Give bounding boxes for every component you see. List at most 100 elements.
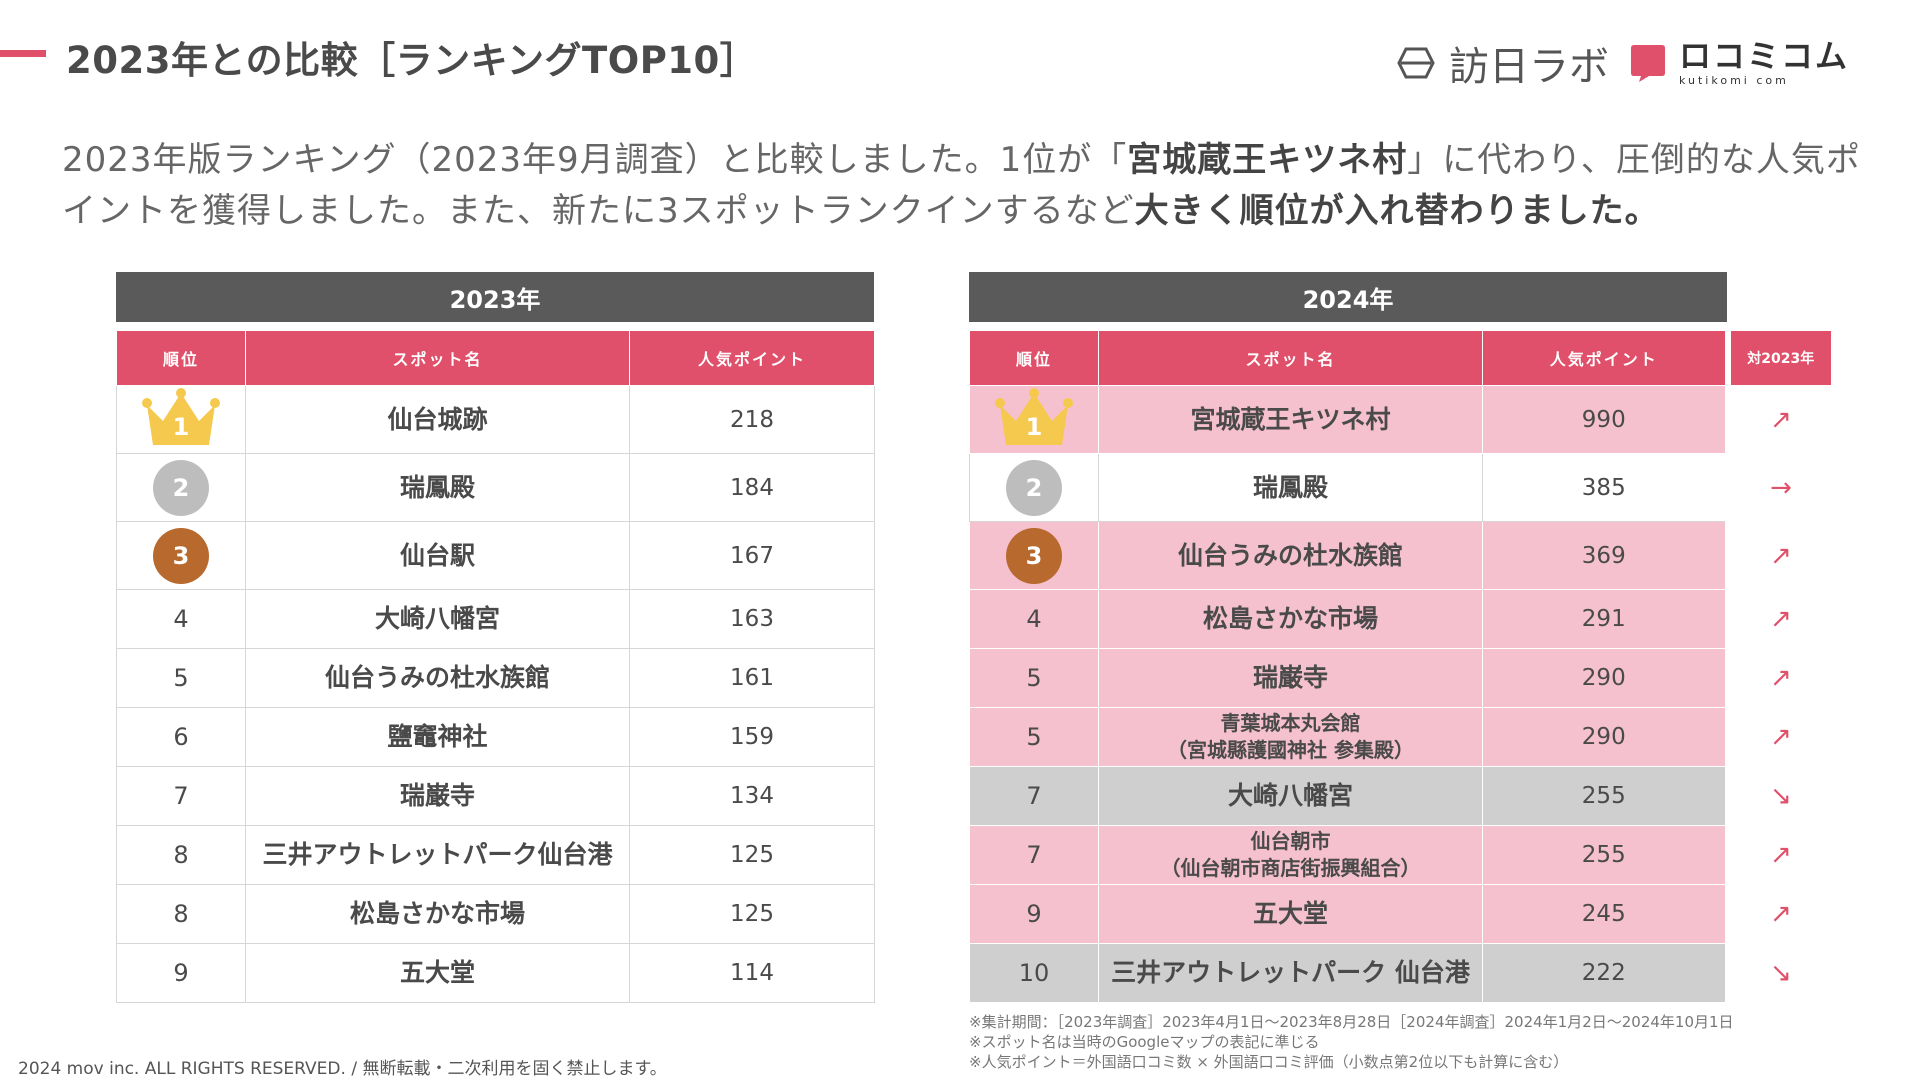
lead-bold-1: 宮城蔵王キツネ村 bbox=[1127, 140, 1408, 180]
rank-cell: 7 bbox=[116, 766, 246, 826]
bronze-medal-icon: 3 bbox=[1006, 527, 1062, 584]
hounichi-logo: 訪日ラボ bbox=[1397, 34, 1609, 92]
table-row: 7 瑞巌寺 134 bbox=[116, 766, 875, 826]
spot-name-sub: （仙台朝市商店街振興組合） bbox=[1160, 856, 1421, 880]
table-row: 4 大崎八幡宮 163 bbox=[116, 589, 875, 649]
trend-arrow-icon: ↗ bbox=[1724, 521, 1832, 590]
points-cell: 369 bbox=[1482, 521, 1728, 590]
lead-paragraph: 2023年版ランキング（2023年9月調査）と比較しました。1位が「宮城蔵王キツ… bbox=[62, 135, 1872, 237]
spot-name-cell: 大崎八幡宮 bbox=[245, 589, 630, 649]
spot-name-cell: 三井アウトレットパーク 仙台港 bbox=[1098, 943, 1483, 1003]
table-row: 9 五大堂 245 ↗ bbox=[969, 884, 1832, 944]
col-header-vs-2023: 対2023年 bbox=[1724, 330, 1832, 386]
rank-number: 3 bbox=[172, 541, 190, 570]
title-accent-bar bbox=[0, 50, 46, 57]
trend-arrow-icon: ↘ bbox=[1724, 943, 1832, 1003]
table-row: 8 三井アウトレットパーク仙台港 125 bbox=[116, 825, 875, 885]
trend-arrow-icon: ↗ bbox=[1724, 707, 1832, 767]
points-cell: 291 bbox=[1482, 589, 1728, 649]
page-title: 2023年との比較［ランキングTOP10］ bbox=[66, 39, 758, 82]
points-cell: 163 bbox=[629, 589, 875, 649]
col-header-spot: スポット名 bbox=[245, 330, 630, 386]
table-row: 7 仙台朝市 （仙台朝市商店街振興組合） 255 ↗ bbox=[969, 825, 1832, 885]
table-row: 1 宮城蔵王キツネ村 990 ↗ bbox=[969, 385, 1832, 454]
points-cell: 218 bbox=[629, 385, 875, 454]
points-cell: 255 bbox=[1482, 766, 1728, 826]
table-row: 2 瑞鳳殿 184 bbox=[116, 453, 875, 522]
spot-name-sub: （宮城縣護國神社 参集殿） bbox=[1167, 738, 1414, 762]
kuchikomi-logo-subtext: kutikomi com bbox=[1678, 74, 1789, 87]
rank-cell: 5 bbox=[116, 648, 246, 708]
ranking-table-2024: 2024年 順位 スポット名 人気ポイント 対2023年 1 宮城蔵王キツネ村 99… bbox=[969, 272, 1832, 1003]
col-header-points: 人気ポイント bbox=[629, 330, 875, 386]
spot-name-cell: 仙台朝市 （仙台朝市商店街振興組合） bbox=[1098, 825, 1483, 885]
rank-cell: 5 bbox=[969, 648, 1099, 708]
spot-name-cell: 五大堂 bbox=[1098, 884, 1483, 944]
points-cell: 159 bbox=[629, 707, 875, 767]
points-cell: 290 bbox=[1482, 648, 1728, 708]
spot-name-cell: 大崎八幡宮 bbox=[1098, 766, 1483, 826]
trend-arrow-icon: ↗ bbox=[1724, 825, 1832, 885]
gold-crown-icon: 1 bbox=[992, 387, 1076, 447]
spot-name-cell: 仙台城跡 bbox=[245, 385, 630, 454]
rank-cell: 2 bbox=[969, 453, 1099, 522]
silver-medal-icon: 2 bbox=[153, 459, 209, 516]
rank-cell: 3 bbox=[116, 521, 246, 590]
table-row: 5 瑞巌寺 290 ↗ bbox=[969, 648, 1832, 708]
rank-cell: 2 bbox=[116, 453, 246, 522]
points-cell: 125 bbox=[629, 884, 875, 944]
table-row: 2 瑞鳳殿 385 → bbox=[969, 453, 1832, 522]
points-cell: 385 bbox=[1482, 453, 1728, 522]
spot-name-cell: 宮城蔵王キツネ村 bbox=[1098, 385, 1483, 454]
rank-cell: 8 bbox=[116, 825, 246, 885]
rank-cell: 10 bbox=[969, 943, 1099, 1003]
table-row: 3 仙台うみの杜水族館 369 ↗ bbox=[969, 521, 1832, 590]
trend-arrow-icon: ↗ bbox=[1724, 884, 1832, 944]
rank-number: 1 bbox=[1025, 412, 1043, 441]
table-row: 3 仙台駅 167 bbox=[116, 521, 875, 590]
footnote: ※スポット名は当時のGoogleマップの表記に準じる bbox=[969, 1033, 1320, 1051]
points-cell: 167 bbox=[629, 521, 875, 590]
points-cell: 290 bbox=[1482, 707, 1728, 767]
points-cell: 222 bbox=[1482, 943, 1728, 1003]
speech-bubble-logo-icon bbox=[1630, 45, 1665, 82]
points-cell: 114 bbox=[629, 943, 875, 1003]
spot-name-cell: 三井アウトレットパーク仙台港 bbox=[245, 825, 630, 885]
bronze-medal-icon: 3 bbox=[153, 527, 209, 584]
spot-name: 仙台朝市 bbox=[1250, 829, 1331, 853]
spot-name-cell: 松島さかな市場 bbox=[1098, 589, 1483, 649]
trend-arrow-icon: ↗ bbox=[1724, 589, 1832, 649]
year-header-2023: 2023年 bbox=[116, 272, 874, 322]
footnote: ※人気ポイント＝外国語口コミ数 × 外国語口コミ評価（小数点第2位以下も計算に含… bbox=[969, 1053, 1569, 1071]
rank-cell: 4 bbox=[969, 589, 1099, 649]
rank-number: 3 bbox=[1025, 541, 1043, 570]
points-cell: 161 bbox=[629, 648, 875, 708]
rank-cell: 1 bbox=[116, 385, 246, 454]
gold-crown-icon: 1 bbox=[139, 387, 223, 447]
spot-name-cell: 鹽竈神社 bbox=[245, 707, 630, 767]
trend-arrow-icon: → bbox=[1724, 453, 1832, 522]
rank-cell: 8 bbox=[116, 884, 246, 944]
spot-name-cell: 瑞鳳殿 bbox=[245, 453, 630, 522]
col-header-rank: 順位 bbox=[116, 330, 246, 386]
points-cell: 125 bbox=[629, 825, 875, 885]
rank-number: 2 bbox=[172, 473, 190, 502]
ranking-table-2023: 2023年 順位 スポット名 人気ポイント 1 仙台城跡 218 2 瑞鳳殿 184 3 仙台… bbox=[116, 272, 875, 1003]
points-cell: 134 bbox=[629, 766, 875, 826]
table-row: 7 大崎八幡宮 255 ↘ bbox=[969, 766, 1832, 826]
footnote: ※集計期間：［2023年調査］2023年4月1日〜2023年8月28日［2024… bbox=[969, 1013, 1734, 1031]
header-logos: 訪日ラボ ロコミコム kutikomi com bbox=[1397, 34, 1849, 92]
table-row: 6 鹽竈神社 159 bbox=[116, 707, 875, 767]
spot-name-cell: 瑞巌寺 bbox=[1098, 648, 1483, 708]
points-cell: 184 bbox=[629, 453, 875, 522]
table-row: 4 松島さかな市場 291 ↗ bbox=[969, 589, 1832, 649]
kuchikomi-logo: ロコミコム kutikomi com bbox=[1629, 40, 1849, 86]
spot-name: 青葉城本丸会館 bbox=[1220, 711, 1361, 735]
kuchikomi-logo-text: ロコミコム bbox=[1678, 37, 1849, 75]
spot-name-cell: 仙台うみの杜水族館 bbox=[245, 648, 630, 708]
col-header-spot: スポット名 bbox=[1098, 330, 1483, 386]
col-header-rank: 順位 bbox=[969, 330, 1099, 386]
table-row: 8 松島さかな市場 125 bbox=[116, 884, 875, 944]
rank-cell: 3 bbox=[969, 521, 1099, 590]
spot-name-cell: 松島さかな市場 bbox=[245, 884, 630, 944]
